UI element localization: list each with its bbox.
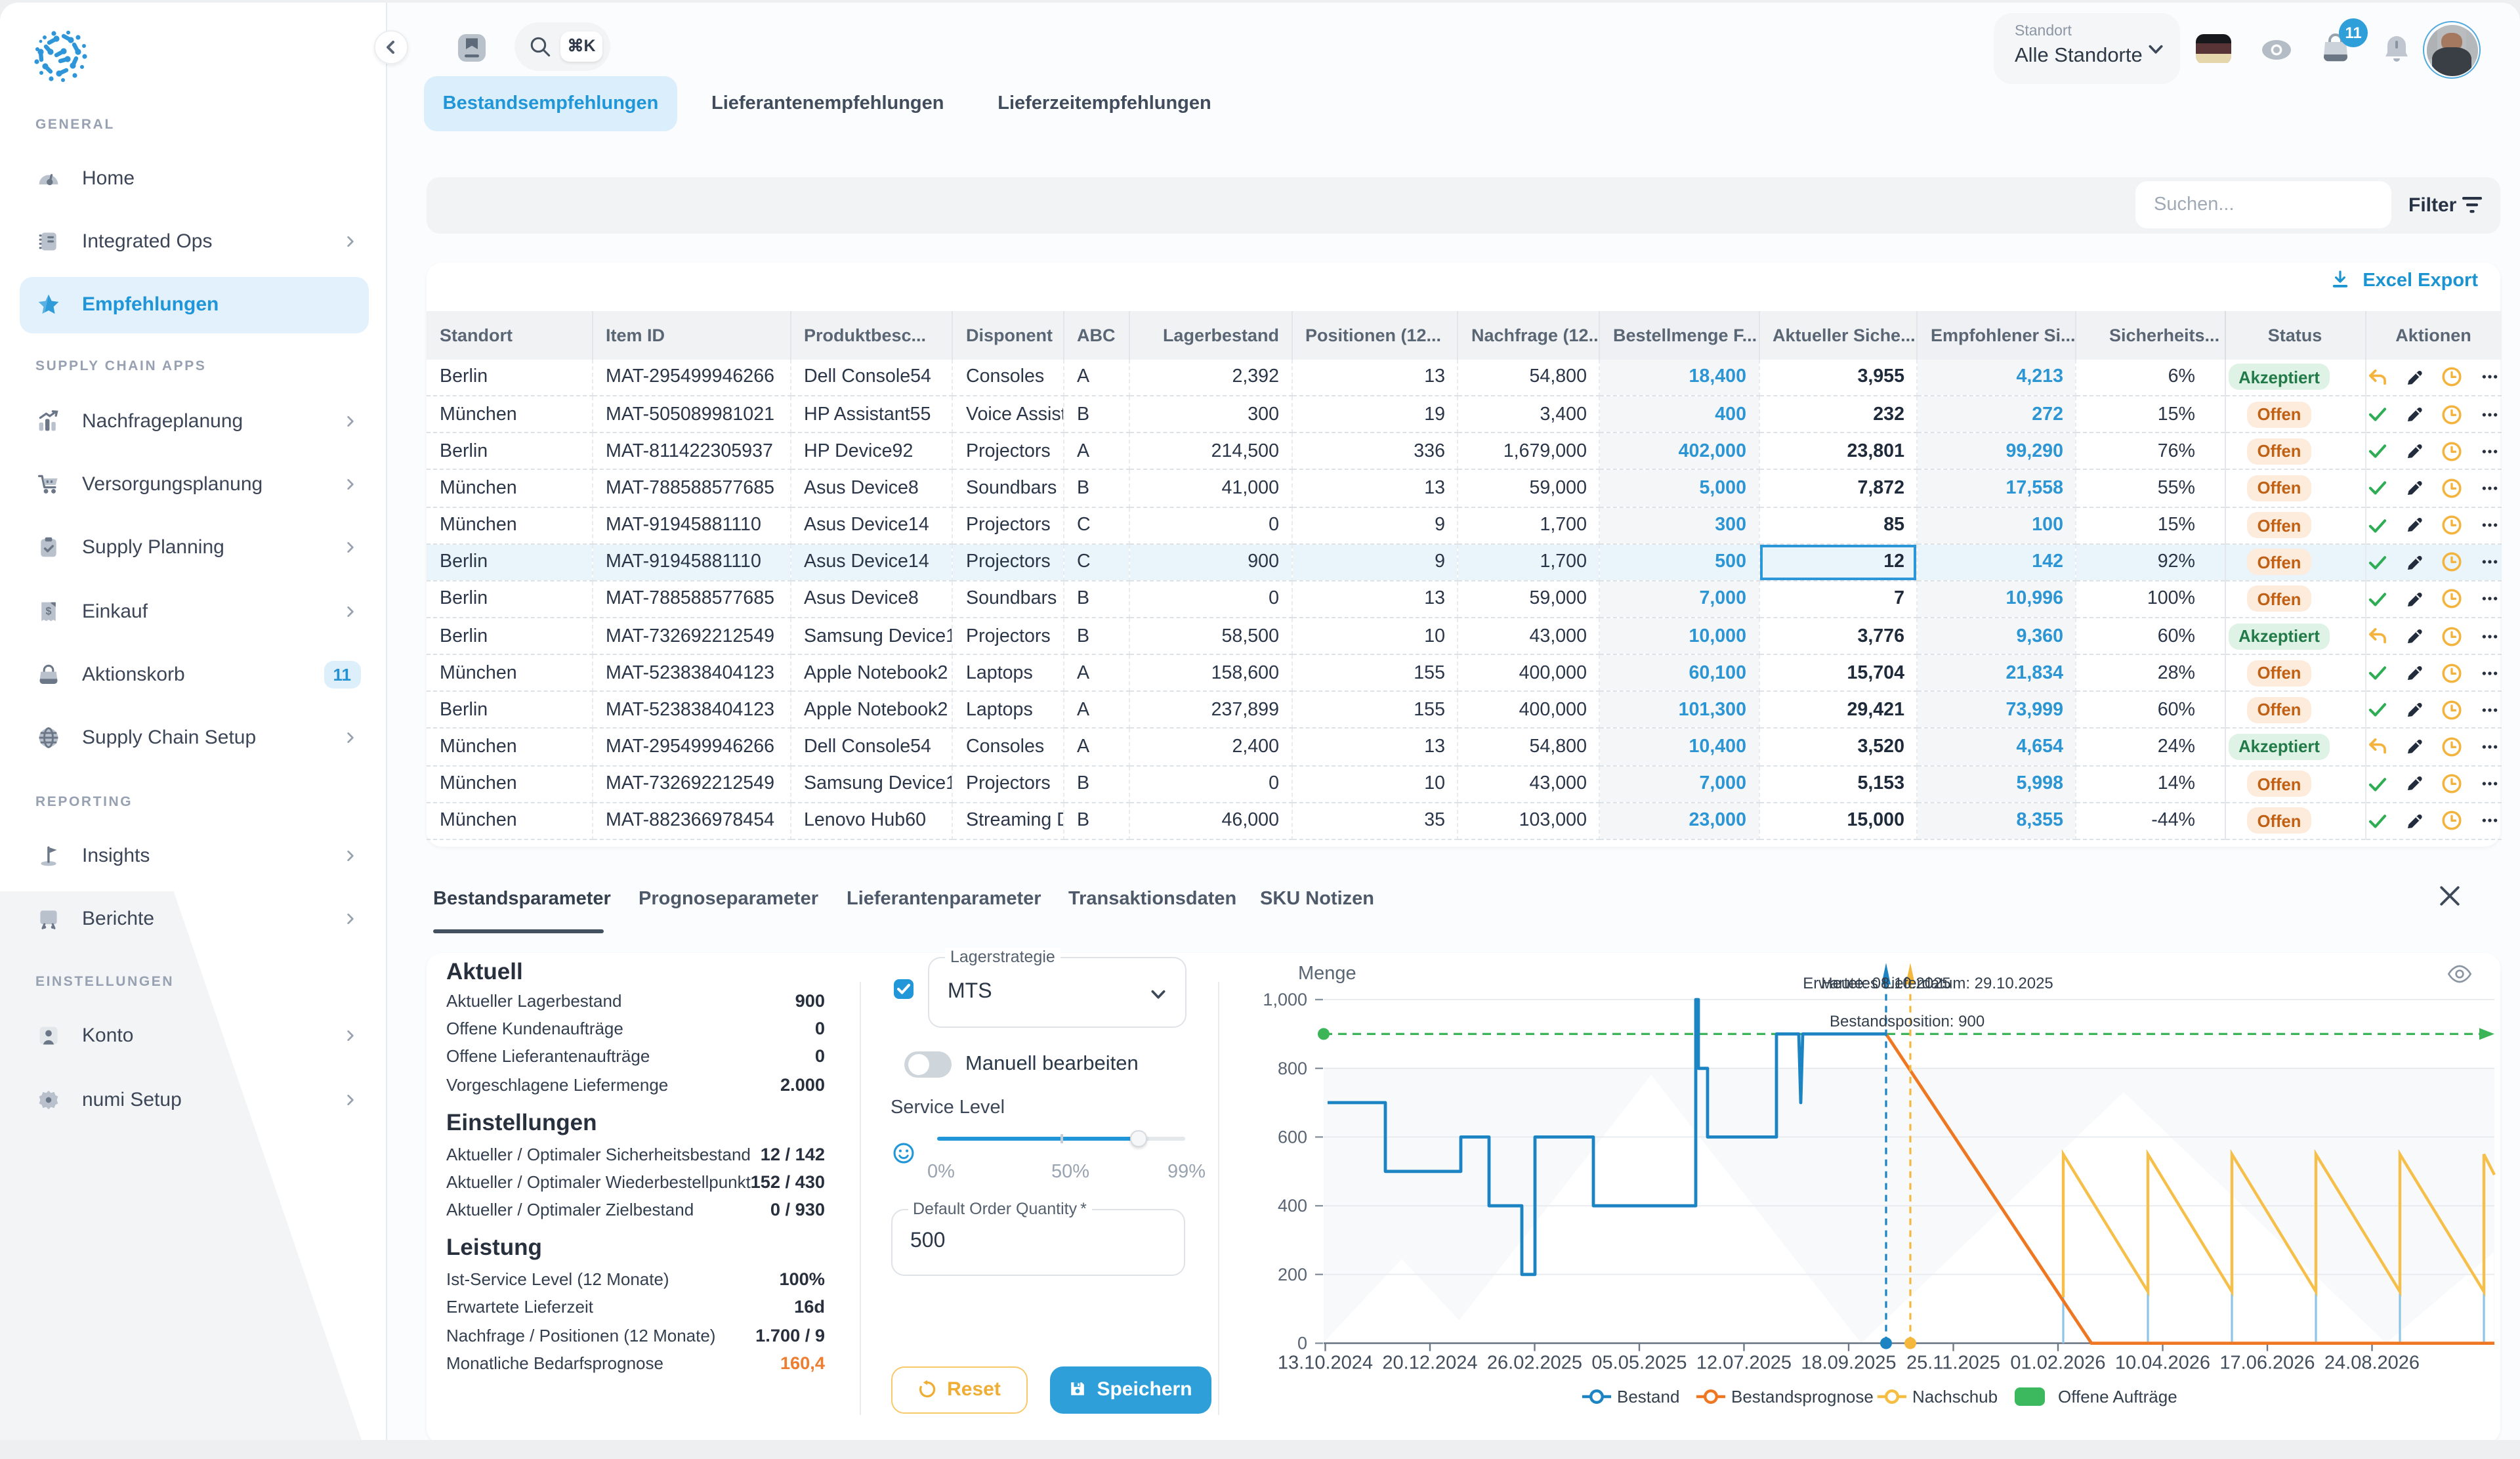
svg-text:05.05.2025: 05.05.2025 — [1591, 1352, 1686, 1373]
svg-text:Heute: 08.10.2025: Heute: 08.10.2025 — [1820, 974, 1950, 992]
svg-text:20.12.2024: 20.12.2024 — [1381, 1352, 1477, 1373]
svg-text:200: 200 — [1277, 1264, 1307, 1284]
svg-text:600: 600 — [1277, 1126, 1307, 1146]
svg-text:800: 800 — [1277, 1058, 1307, 1078]
svg-text:13.10.2024: 13.10.2024 — [1277, 1352, 1372, 1373]
svg-text:26.02.2025: 26.02.2025 — [1486, 1352, 1582, 1373]
svg-text:$: $ — [45, 605, 51, 617]
svg-text:Bestandsprognose: Bestandsprognose — [1731, 1386, 1873, 1406]
svg-text:Bestandsposition: 900: Bestandsposition: 900 — [1829, 1012, 1984, 1030]
svg-text:400: 400 — [1277, 1195, 1307, 1215]
svg-text:24.08.2026: 24.08.2026 — [2324, 1352, 2419, 1373]
svg-text:0: 0 — [1297, 1333, 1307, 1353]
svg-text:12.07.2025: 12.07.2025 — [1696, 1352, 1791, 1373]
svg-text:Bestand: Bestand — [1616, 1386, 1679, 1406]
svg-text:25.11.2025: 25.11.2025 — [1906, 1352, 2000, 1373]
svg-text:Offene Aufträge: Offene Aufträge — [2057, 1386, 2177, 1406]
svg-text:17.06.2026: 17.06.2026 — [2219, 1352, 2314, 1373]
svg-text:18.09.2025: 18.09.2025 — [1800, 1352, 1895, 1373]
svg-text:Erwartetes Lieferdatum: 29.10.: Erwartetes Lieferdatum: 29.10.2025 — [1802, 974, 2053, 992]
svg-text:10.04.2026: 10.04.2026 — [2114, 1352, 2210, 1373]
svg-text:01.02.2026: 01.02.2026 — [2009, 1352, 2105, 1373]
svg-text:1,000: 1,000 — [1262, 989, 1307, 1009]
svg-text:Nachschub: Nachschub — [1912, 1386, 1997, 1406]
